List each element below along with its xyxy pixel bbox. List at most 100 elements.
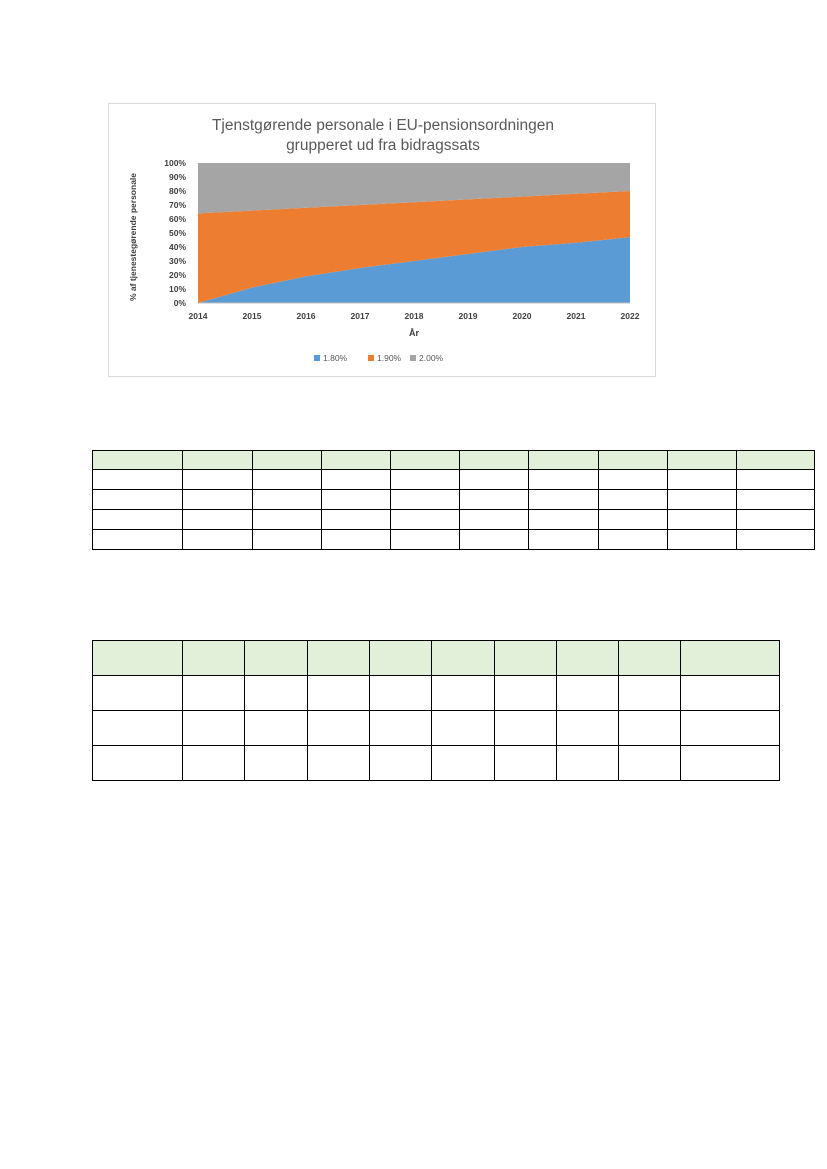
x-tick-label: 2020 [513,311,532,321]
y-tick-label: 100% [164,158,186,168]
table-header-cell [667,450,737,470]
table-cell [680,710,780,746]
table-cell [390,529,460,550]
legend-label-1: 1.90% [377,353,402,363]
table-cell [459,469,529,490]
table-cell [321,529,391,550]
table-row [92,489,815,510]
table-cell [556,675,619,711]
table-header-cell [736,450,815,470]
area-series-2 [198,163,630,214]
table-cell [369,675,432,711]
table-cell [736,529,815,550]
table-cell [736,469,815,490]
table-cell [667,509,737,530]
table-cell [182,675,245,711]
table-cell [182,489,253,510]
area-series-1 [198,191,630,303]
table-cell [494,675,557,711]
table-cell [528,529,599,550]
x-tick-label: 2018 [405,311,424,321]
y-tick-label: 50% [169,228,186,238]
table-cell [459,489,529,510]
table-row [92,710,780,746]
table-cell [182,509,253,530]
legend-swatch-1 [368,355,374,361]
table-header-cell [92,640,183,676]
table-cell [528,469,599,490]
table-header-row [92,450,815,470]
table-cell [556,745,619,781]
table-cell [618,710,681,746]
table-header-cell [556,640,619,676]
table-cell [92,675,183,711]
chart-container: Tjenstgørende personale i EU-pensionsord… [108,103,656,377]
table-header-cell [459,450,529,470]
table-cell [321,509,391,530]
x-tick-label: 2017 [351,311,370,321]
table-cell [307,675,370,711]
table-cell [390,509,460,530]
table-header-cell [598,450,668,470]
table-cell [459,529,529,550]
table-header-cell [92,450,183,470]
table-cell [667,489,737,510]
table-cell [92,745,183,781]
legend-swatch-2 [410,355,416,361]
table-row [92,469,815,490]
table-header-cell [680,640,780,676]
table-cell [321,489,391,510]
table-cell [431,675,495,711]
table-cell [92,710,183,746]
table-cell [244,675,308,711]
table-header-row [92,640,780,676]
table-cell [598,489,668,510]
table-cell [321,469,391,490]
x-tick-label: 2022 [621,311,640,321]
table-header-cell [390,450,460,470]
table-cell [736,509,815,530]
table-header-cell [244,640,308,676]
legend-label-2: 2.00% [419,353,444,363]
table-cell [528,489,599,510]
table-cell [92,469,183,490]
table-cell [598,529,668,550]
table-cell [556,710,619,746]
table-cell [182,745,245,781]
y-tick-label: 10% [169,284,186,294]
table-cell [431,745,495,781]
table-row [92,509,815,530]
table-cell [494,745,557,781]
table-cell [598,469,668,490]
table-cell [680,675,780,711]
table-cell [618,675,681,711]
table-cell [369,710,432,746]
table-cell [459,509,529,530]
table-header-cell [321,450,391,470]
table-header-cell [618,640,681,676]
y-tick-label: 60% [169,214,186,224]
table-row [92,745,780,781]
table-cell [494,710,557,746]
table-cell [307,745,370,781]
table-header-cell [528,450,599,470]
y-tick-label: 0% [174,298,187,308]
table-cell [369,745,432,781]
x-tick-label: 2015 [243,311,262,321]
table-cell [182,710,245,746]
table-cell [92,529,183,550]
table-cell [598,509,668,530]
table-header-cell [252,450,322,470]
table-cell [680,745,780,781]
table-cell [390,489,460,510]
y-tick-label: 90% [169,172,186,182]
y-tick-label: 20% [169,270,186,280]
stacked-area-chart: Tjenstgørende personale i EU-pensionsord… [128,117,640,363]
table-cell [528,509,599,530]
table-cell [92,509,183,530]
table-row [92,529,815,550]
table-cell [92,489,183,510]
table-cell [182,529,253,550]
table-cell [244,745,308,781]
table-header-cell [494,640,557,676]
